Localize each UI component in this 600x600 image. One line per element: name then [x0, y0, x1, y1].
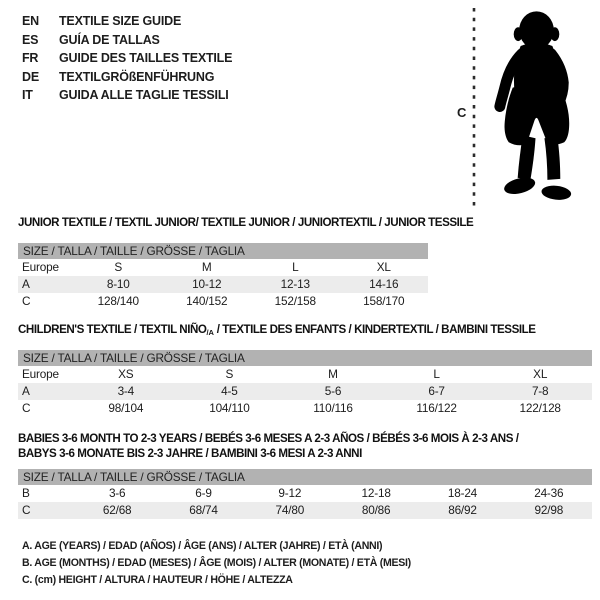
size-value: 12-13: [280, 277, 310, 291]
row-label: C: [22, 294, 31, 308]
language-code: EN: [22, 14, 39, 28]
size-header-bar: SIZE / TALLA / TAILLE / GRÖSSE / TAGLIA: [18, 469, 592, 485]
size-value: 128/140: [97, 294, 139, 308]
size-value: 86/92: [448, 503, 477, 517]
size-value: L: [292, 260, 299, 274]
size-value: 12-18: [361, 486, 391, 500]
language-row-fr: FR GUIDE DES TAILLES TEXTILE: [22, 49, 232, 68]
row-label: B: [22, 486, 30, 500]
height-dashed-line: [472, 8, 476, 209]
size-value: 110/116: [313, 401, 353, 415]
size-value: XS: [118, 367, 134, 381]
size-value: 4-5: [221, 384, 238, 398]
language-row-it: IT GUIDA ALLE TAGLIE TESSILI: [22, 86, 232, 105]
language-code: IT: [22, 88, 33, 103]
size-value: 92/98: [534, 503, 564, 517]
table-row-c: C 128/140 140/152 152/158 158/170: [18, 293, 428, 310]
size-value: 140/152: [186, 294, 228, 308]
size-tables: JUNIOR TEXTILE / TEXTIL JUNIOR/ TEXTILE …: [18, 215, 592, 519]
table-title-line: BABIES 3-6 MONTH TO 2-3 YEARS / BEBÉS 3-…: [18, 431, 592, 446]
height-measure-label: C: [457, 105, 467, 120]
size-value: S: [114, 260, 123, 274]
table-row-c: C 62/68 68/74 74/80 80/86 86/92 92/98: [18, 502, 592, 519]
guide-title-de: TEXTILGRÖßENFÜHRUNG: [59, 69, 215, 84]
size-value: 3-4: [117, 384, 135, 398]
table-title: CHILDREN'S TEXTILE / TEXTIL NIÑO/A / TEX…: [18, 322, 592, 340]
table-row-c: C 98/104 104/110 110/116 116/122 122/128: [18, 400, 592, 417]
size-value: 6-9: [195, 486, 212, 500]
title-text: JUNIOR TEXTILE / TEXTIL JUNIOR/ TEXTILE …: [18, 216, 474, 229]
size-value: 74/80: [275, 503, 305, 517]
size-value: M: [328, 367, 338, 381]
footnote-a: A. AGE (YEARS) / EDAD (AÑOS) / ÂGE (ANS)…: [22, 540, 383, 552]
size-value: XL: [533, 367, 548, 381]
row-label: A: [22, 277, 30, 291]
size-value: 24-36: [534, 486, 564, 500]
size-value: 116/122: [416, 401, 457, 415]
table-row-europe: Europe XS S M L XL: [18, 366, 592, 383]
language-code: ES: [22, 32, 39, 47]
size-value: 7-8: [531, 384, 549, 398]
title-text: BABIES 3-6 MONTH TO 2-3 YEARS / BEBÉS 3-…: [18, 432, 519, 445]
size-table-1: JUNIOR TEXTILE / TEXTIL JUNIOR/ TEXTILE …: [18, 215, 474, 310]
size-value: 68/74: [189, 503, 218, 517]
size-value: M: [201, 260, 212, 274]
size-value: 104/110: [209, 401, 250, 415]
table-row-b: B 3-6 6-9 9-12 12-18 18-24 24-36: [18, 485, 592, 502]
footnote-b: B. AGE (MONTHS) / EDAD (MESES) / ÂGE (MO…: [22, 557, 411, 570]
size-value: L: [433, 367, 440, 381]
size-header-bar: SIZE / TALLA / TAILLE / GRÖSSE / TAGLIA: [18, 243, 428, 259]
table-row-a: A 8-10 10-12 12-13 14-16: [18, 276, 428, 293]
size-value: 80/86: [361, 503, 391, 517]
guide-title-es: GUÍA DE TALLAS: [59, 32, 160, 47]
size-value: 158/170: [363, 294, 405, 308]
size-header-bar: SIZE / TALLA / TAILLE / GRÖSSE / TAGLIA: [18, 350, 592, 366]
title-text: CHILDREN'S TEXTILE / TEXTIL NIÑO: [18, 323, 207, 336]
row-label: Europe: [22, 260, 59, 274]
size-value: 14-16: [369, 277, 399, 291]
size-table-3: BABIES 3-6 MONTH TO 2-3 YEARS / BEBÉS 3-…: [18, 431, 592, 519]
row-label: C: [22, 503, 31, 517]
guide-title-fr: GUIDE DES TAILLES TEXTILE: [59, 51, 233, 66]
language-code: FR: [22, 51, 39, 66]
table-title: JUNIOR TEXTILE / TEXTIL JUNIOR/ TEXTILE …: [18, 215, 474, 230]
size-value: XL: [376, 260, 391, 274]
table-title: BABIES 3-6 MONTH TO 2-3 YEARS / BEBÉS 3-…: [18, 431, 592, 461]
size-value: 6-7: [428, 384, 445, 398]
size-value: 5-6: [324, 384, 342, 398]
row-label: A: [22, 384, 30, 398]
size-value: 98/104: [108, 401, 144, 415]
title-subscript: /A: [206, 328, 214, 337]
guide-title-en: TEXTILE SIZE GUIDE: [59, 14, 182, 28]
size-value: 152/158: [274, 294, 316, 308]
size-value: 10-12: [192, 277, 222, 291]
size-value: 122/128: [519, 401, 561, 415]
table-title-line: CHILDREN'S TEXTILE / TEXTIL NIÑO/A / TEX…: [18, 322, 592, 340]
language-row-de: DE TEXTILGRÖßENFÜHRUNG: [22, 68, 232, 87]
table-title-line: JUNIOR TEXTILE / TEXTIL JUNIOR/ TEXTILE …: [18, 215, 474, 230]
size-value: 9-12: [278, 486, 302, 500]
language-code: DE: [22, 69, 39, 84]
guide-title-it: GUIDA ALLE TAGLIE TESSILI: [59, 88, 229, 103]
table-title-line: BABYS 3-6 MONATE BIS 2-3 JAHRE / BAMBINI…: [18, 446, 592, 461]
size-value: 18-24: [447, 486, 478, 500]
size-value: 62/68: [102, 503, 132, 517]
size-table-2: CHILDREN'S TEXTILE / TEXTIL NIÑO/A / TEX…: [18, 322, 592, 417]
language-row-en: EN TEXTILE SIZE GUIDE: [22, 12, 232, 31]
footnote-c: C. (cm) HEIGHT / ALTURA / HAUTEUR / HÖHE…: [22, 574, 293, 587]
title-text: / TEXTILE DES ENFANTS / KINDERTEXTIL / B…: [213, 323, 536, 336]
size-value: S: [225, 367, 234, 381]
language-row-es: ES GUÍA DE TALLAS: [22, 31, 232, 50]
table-row-europe: Europe S M L XL: [18, 259, 428, 276]
row-label: C: [22, 401, 31, 415]
row-label: Europe: [22, 367, 59, 381]
title-text: BABYS 3-6 MONATE BIS 2-3 JAHRE / BAMBINI…: [18, 447, 362, 460]
table-row-a: A 3-4 4-5 5-6 6-7 7-8: [18, 383, 592, 400]
language-title-list: EN TEXTILE SIZE GUIDE ES GUÍA DE TALLAS FR GU…: [22, 12, 232, 105]
footnotes: A. AGE (YEARS) / EDAD (AÑOS) / ÂGE (ANS)…: [22, 538, 411, 590]
baby-silhouette: [494, 11, 572, 200]
size-value: 3-6: [108, 486, 126, 500]
size-value: 8-10: [106, 277, 130, 291]
